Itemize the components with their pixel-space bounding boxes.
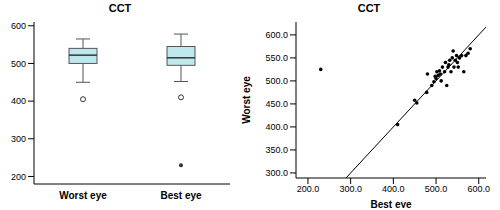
svg-text:400: 400: [11, 96, 26, 106]
svg-text:600.0: 600.0: [265, 30, 288, 40]
svg-text:300.0: 300.0: [265, 168, 288, 178]
svg-text:600.0: 600.0: [467, 184, 490, 194]
svg-text:500: 500: [11, 59, 26, 69]
svg-text:300: 300: [11, 134, 26, 144]
svg-text:550.0: 550.0: [265, 53, 288, 63]
svg-text:200.0: 200.0: [297, 184, 320, 194]
svg-text:Worst eye: Worst eye: [59, 190, 107, 201]
svg-text:400.0: 400.0: [265, 122, 288, 132]
svg-text:300.0: 300.0: [339, 184, 362, 194]
svg-text:500.0: 500.0: [425, 184, 448, 194]
svg-text:Best eye: Best eye: [370, 199, 412, 208]
svg-text:200: 200: [11, 172, 26, 182]
svg-text:500.0: 500.0: [265, 76, 288, 86]
svg-text:450.0: 450.0: [265, 99, 288, 109]
svg-text:400.0: 400.0: [382, 184, 405, 194]
svg-text:Best eye: Best eye: [160, 190, 202, 201]
html-text:CCT: CCT: [108, 2, 132, 14]
html-text:CCT: CCT: [357, 2, 381, 14]
svg-text:Worst eye: Worst eye: [241, 76, 252, 124]
svg-text:600: 600: [11, 21, 26, 31]
svg-text:350.0: 350.0: [265, 145, 288, 155]
